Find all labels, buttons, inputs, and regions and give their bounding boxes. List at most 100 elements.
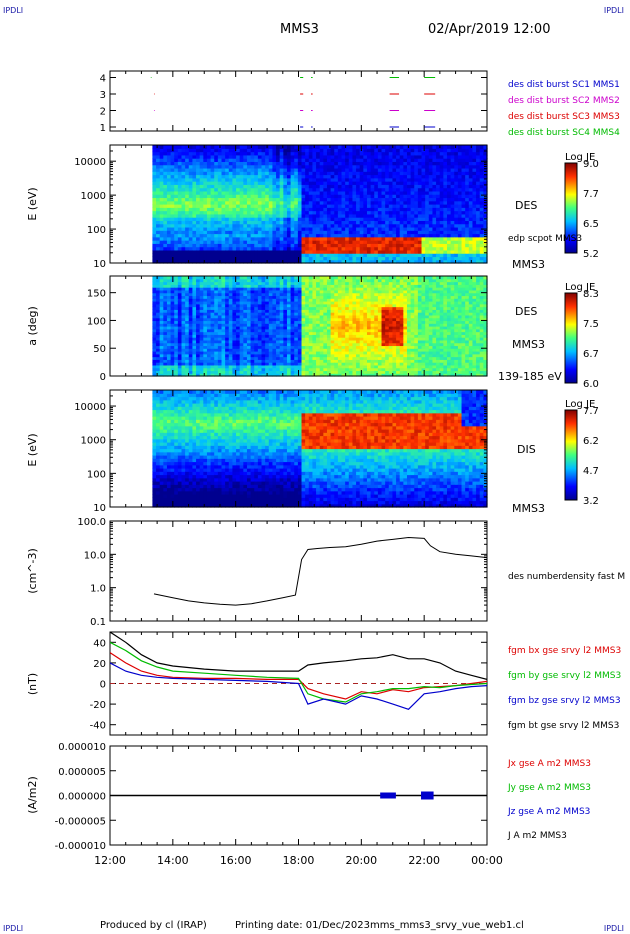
spectrogram-cell: [406, 207, 412, 212]
spectrogram-cell: [203, 253, 208, 258]
spectrogram-cell: [276, 158, 281, 162]
spectrogram-cell: [261, 253, 266, 258]
spectrogram-cell: [410, 194, 415, 199]
spectrogram-cell: [174, 220, 179, 225]
spectrogram-cell: [301, 210, 306, 215]
spectrogram-cell: [159, 284, 164, 288]
spectrogram-cell: [421, 217, 426, 221]
spectrogram-cell: [457, 161, 463, 166]
spectrogram-cell: [272, 284, 277, 288]
spectrogram-cell: [297, 213, 303, 218]
spectrogram-cell: [345, 230, 350, 235]
spectrogram-cell: [225, 161, 230, 166]
spectrogram-cell: [356, 226, 361, 231]
spectrogram-cell: [276, 284, 281, 288]
spectrogram-cell: [181, 362, 186, 366]
spectrogram-cell: [174, 292, 179, 297]
spectrogram-cell: [243, 167, 248, 172]
spectrogram-cell: [225, 246, 230, 251]
spectrogram-cell: [210, 334, 215, 338]
spectrogram-cell: [185, 362, 190, 366]
spectrogram-cell: [217, 236, 223, 241]
spectrogram-cell: [428, 256, 434, 261]
spectrogram-cell: [188, 276, 194, 280]
spectrogram-cell: [341, 194, 346, 199]
spectrogram-cell: [450, 220, 455, 225]
spectrogram-cell: [192, 317, 197, 322]
spectrogram-cell: [163, 217, 168, 221]
spectrogram-cell: [268, 337, 274, 341]
spectrogram-cell: [326, 177, 332, 182]
spectrogram-cell: [319, 190, 324, 195]
spectrogram-cell: [417, 226, 423, 231]
spectrogram-cell: [199, 295, 204, 299]
spectrogram-cell: [217, 370, 223, 374]
spectrogram-cell: [465, 181, 470, 185]
spectrogram-cell: [388, 210, 394, 215]
spectrogram-cell: [232, 246, 237, 251]
spectrogram-cell: [239, 292, 244, 297]
spectrogram-cell: [214, 187, 219, 192]
spectrogram-cell: [425, 151, 430, 156]
spectrogram-cell: [257, 309, 263, 313]
spectrogram-cell: [196, 301, 201, 305]
spectrogram-cell: [243, 174, 248, 179]
spectrogram-cell: [454, 154, 459, 159]
spectrogram-cell: [392, 184, 397, 189]
spectrogram-cell: [192, 230, 197, 235]
spectrogram-cell: [483, 158, 488, 162]
spectrogram-cell: [436, 148, 441, 153]
spectrogram-cell: [290, 348, 295, 352]
spectrogram-cell: [203, 334, 208, 338]
spectrogram-cell: [468, 187, 474, 192]
spectrogram-cell: [334, 220, 339, 225]
spectrogram-cell: [450, 194, 455, 199]
spectrogram-cell: [283, 309, 288, 313]
spectrogram-cell: [283, 353, 288, 358]
spectrogram-cell: [206, 249, 212, 254]
spectrogram-cell: [301, 154, 306, 159]
spectrogram-cell: [385, 184, 390, 189]
spectrogram-cell: [206, 309, 212, 313]
spectrogram-cell: [476, 181, 481, 185]
spectrogram-cell: [185, 213, 190, 218]
spectrogram-cell: [403, 259, 408, 264]
spectrogram-cell: [283, 348, 288, 352]
spectrogram-cell: [174, 345, 179, 349]
spectrogram-cell: [188, 204, 194, 208]
spectrogram-cell: [385, 154, 390, 159]
spectrogram-cell: [272, 164, 277, 169]
spectrogram-cell: [163, 246, 168, 251]
spectrogram-cell: [337, 226, 343, 231]
spectrogram-cell: [436, 253, 441, 258]
spectrogram-cell: [225, 331, 230, 335]
spectrogram-cell: [323, 230, 328, 235]
spectrogram-cell: [261, 323, 266, 327]
spectrogram-cell: [326, 213, 332, 218]
spectrogram-cell: [214, 171, 219, 176]
spectrogram-cell: [257, 230, 263, 235]
spectrogram-cell: [214, 151, 219, 156]
spectrogram-cell: [185, 348, 190, 352]
spectrogram-cell: [272, 367, 277, 372]
spectrogram-cell: [483, 240, 488, 244]
spectrogram-cell: [239, 223, 244, 228]
spectrogram-cell: [446, 220, 452, 225]
spectrogram-cell: [290, 253, 295, 258]
spectrogram-cell: [268, 207, 274, 212]
spectrogram-cell: [268, 320, 274, 324]
spectrogram-cell: [417, 171, 423, 176]
spectrogram-cell: [374, 213, 379, 218]
spectrogram-cell: [272, 292, 277, 297]
spectrogram-cell: [261, 249, 266, 254]
spectrogram-cell: [192, 356, 197, 360]
spectrogram-cell: [410, 174, 415, 179]
spectrogram-cell: [254, 348, 259, 352]
spectrogram-cell: [188, 151, 194, 156]
spectrogram-cell: [199, 317, 204, 322]
spectrogram-cell: [217, 243, 223, 248]
spectrogram-cell: [341, 167, 346, 172]
spectrogram-cell: [239, 303, 244, 308]
spectrogram-cell: [156, 243, 161, 248]
spectrogram-cell: [326, 259, 332, 264]
